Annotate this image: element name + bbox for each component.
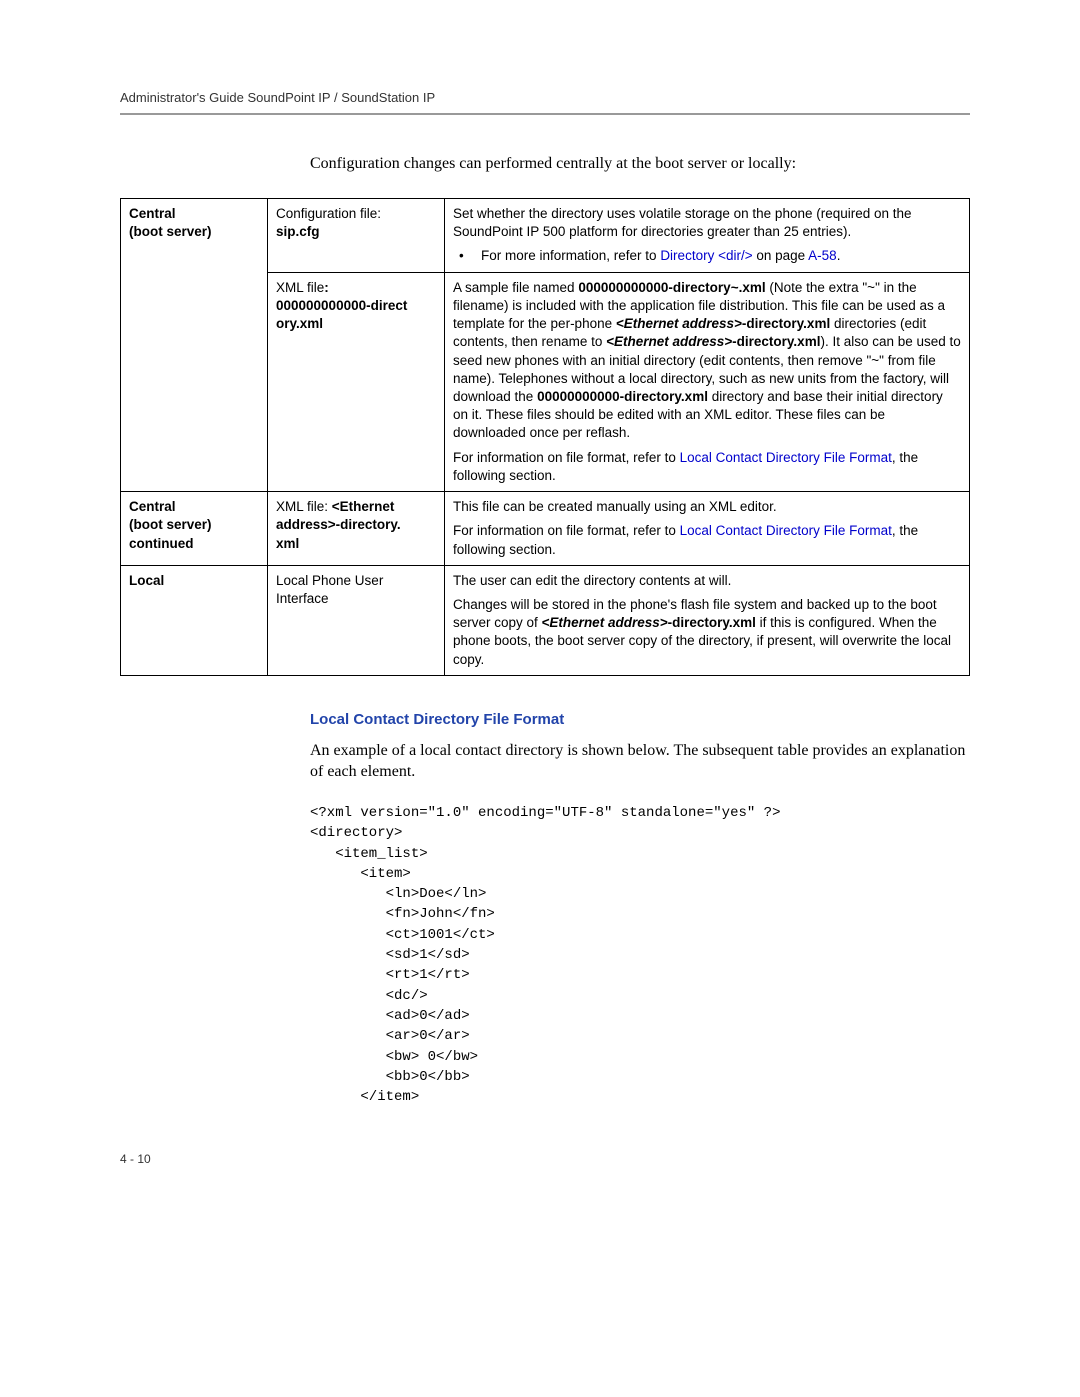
cell-label: continued <box>129 536 194 551</box>
cell-text: sip.cfg <box>276 224 320 239</box>
cell-label: Central <box>129 499 176 514</box>
cell-text: XML file <box>276 280 324 295</box>
header-rule <box>120 113 970 115</box>
cell-text: ory.xml <box>276 316 323 331</box>
document-page: Administrator's Guide SoundPoint IP / So… <box>0 0 1080 1226</box>
intro-paragraph: Configuration changes can performed cent… <box>310 155 970 173</box>
cell-text: Changes will be stored in the phone's fl… <box>453 596 961 669</box>
cell-label: (boot server) <box>129 224 212 239</box>
cell-text: For information on file format, refer to… <box>453 522 961 558</box>
bullet-icon: • <box>453 247 481 265</box>
cell-text: XML file: <box>276 499 332 514</box>
cell-label: (boot server) <box>129 517 212 532</box>
cell-label: Local <box>129 573 164 588</box>
xml-code-block: <?xml version="1.0" encoding="UTF-8" sta… <box>310 803 970 1107</box>
cell-text: 000000000000-direct <box>276 298 407 313</box>
cell-text: Configuration file: <box>276 206 381 221</box>
link-text[interactable]: Local Contact Directory File Format <box>680 450 892 465</box>
cell-text: Set whether the directory uses volatile … <box>453 205 961 241</box>
link-page[interactable]: A-58 <box>808 248 837 263</box>
section-heading: Local Contact Directory File Format <box>310 711 970 728</box>
cell-text: For more information, refer to Directory… <box>481 247 840 265</box>
cell-label: Central <box>129 206 176 221</box>
cell-text: A sample file named 000000000000-directo… <box>453 279 961 443</box>
cell-text: This file can be created manually using … <box>453 498 961 516</box>
page-number: 4 - 10 <box>120 1152 970 1166</box>
config-table: Central (boot server) Configuration file… <box>120 198 970 676</box>
link-text[interactable]: Directory <dir/> <box>660 248 752 263</box>
cell-text: Local Phone User Interface <box>276 573 383 606</box>
section-body: An example of a local contact directory … <box>310 740 970 783</box>
link-text[interactable]: Local Contact Directory File Format <box>680 523 892 538</box>
cell-text: For information on file format, refer to… <box>453 449 961 485</box>
cell-text: The user can edit the directory contents… <box>453 572 961 590</box>
page-header: Administrator's Guide SoundPoint IP / So… <box>120 90 970 105</box>
